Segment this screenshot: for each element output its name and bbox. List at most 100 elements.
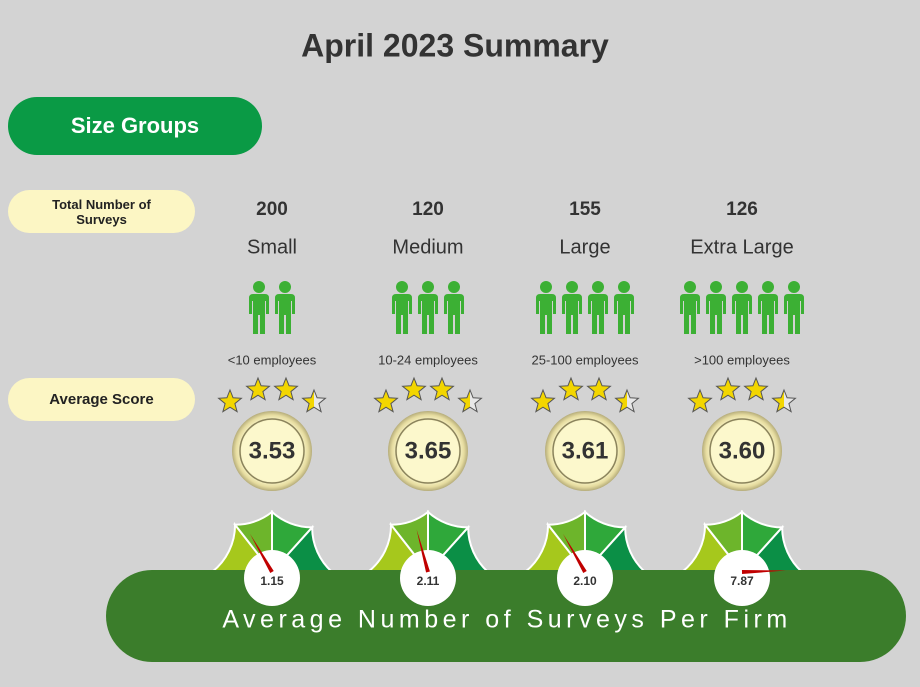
person-head: [540, 281, 552, 293]
person-body: [275, 294, 295, 334]
person-icon: [444, 281, 464, 334]
employees: 25-100 employees: [532, 352, 639, 367]
star: [614, 388, 640, 413]
person-head: [253, 281, 265, 293]
gauge-hub: [557, 550, 613, 606]
person-head: [422, 281, 434, 293]
star: [273, 376, 299, 401]
star: [743, 376, 769, 401]
person-icon: [758, 281, 778, 334]
row-label: Total Number of Surveys: [8, 190, 195, 233]
star: [301, 388, 327, 413]
person-head: [762, 281, 774, 293]
person-head: [396, 281, 408, 293]
score: 3.60: [719, 437, 766, 464]
star: [715, 376, 741, 401]
person-head: [448, 281, 460, 293]
total: 155: [569, 199, 601, 220]
star: [245, 376, 271, 401]
section-label: Size Groups: [8, 97, 262, 155]
star: [586, 376, 612, 401]
needle: [250, 533, 274, 573]
surveys-per-firm: 2.11: [417, 574, 440, 588]
employees: <10 employees: [228, 352, 317, 367]
score: 3.61: [562, 437, 609, 464]
person-icon: [392, 281, 412, 334]
score-disc: [232, 411, 312, 491]
employees: >100 employees: [694, 352, 790, 367]
group-name: Medium: [392, 236, 463, 258]
banner: [106, 570, 906, 662]
score-ring: [395, 418, 461, 484]
person-icon: [249, 281, 269, 334]
person-body: [418, 294, 438, 334]
star: [373, 388, 399, 413]
needle: [741, 570, 786, 574]
person-head: [592, 281, 604, 293]
person-icon: [275, 281, 295, 334]
person-head: [710, 281, 722, 293]
person-body: [614, 294, 634, 334]
star: [401, 376, 427, 401]
person-body: [680, 294, 700, 334]
person-body: [249, 294, 269, 334]
person-head: [736, 281, 748, 293]
surveys-per-firm: 7.87: [730, 574, 754, 588]
score-ring: [709, 418, 775, 484]
person-body: [536, 294, 556, 334]
banner-text: Average Number of Surveys Per Firm: [222, 606, 791, 634]
star: [457, 388, 483, 413]
needle: [563, 533, 587, 573]
score: 3.65: [405, 437, 452, 464]
person-icon: [680, 281, 700, 334]
needle: [416, 529, 430, 573]
person-body: [588, 294, 608, 334]
person-head: [618, 281, 630, 293]
gauge-hub: [400, 550, 456, 606]
surveys-per-firm: 2.10: [573, 574, 597, 588]
total: 126: [726, 199, 758, 220]
total: 120: [412, 199, 444, 220]
score-ring: [552, 418, 618, 484]
gauge-hub: [714, 550, 770, 606]
score-disc: [388, 411, 468, 491]
person-icon: [784, 281, 804, 334]
star: [771, 388, 797, 413]
person-head: [566, 281, 578, 293]
title: April 2023 Summary: [301, 27, 609, 63]
person-head: [279, 281, 291, 293]
person-icon: [732, 281, 752, 334]
star: [558, 376, 584, 401]
person-body: [758, 294, 778, 334]
score: 3.53: [249, 437, 296, 464]
surveys-per-firm: 1.15: [260, 574, 284, 588]
total: 200: [256, 199, 288, 220]
person-body: [562, 294, 582, 334]
person-body: [444, 294, 464, 334]
person-icon: [536, 281, 556, 334]
person-body: [784, 294, 804, 334]
star: [429, 376, 455, 401]
person-head: [684, 281, 696, 293]
star: [687, 388, 713, 413]
row-label: Average Score: [8, 378, 195, 421]
person-body: [392, 294, 412, 334]
person-icon: [706, 281, 726, 334]
score-ring: [239, 418, 305, 484]
group-name: Small: [247, 236, 297, 258]
group-name: Large: [559, 236, 610, 258]
person-icon: [562, 281, 582, 334]
gauge-hub: [244, 550, 300, 606]
group-name: Extra Large: [690, 236, 793, 258]
star: [217, 388, 243, 413]
person-icon: [588, 281, 608, 334]
person-icon: [418, 281, 438, 334]
person-body: [706, 294, 726, 334]
score-disc: [702, 411, 782, 491]
person-head: [788, 281, 800, 293]
star: [530, 388, 556, 413]
person-body: [732, 294, 752, 334]
employees: 10-24 employees: [378, 352, 478, 367]
